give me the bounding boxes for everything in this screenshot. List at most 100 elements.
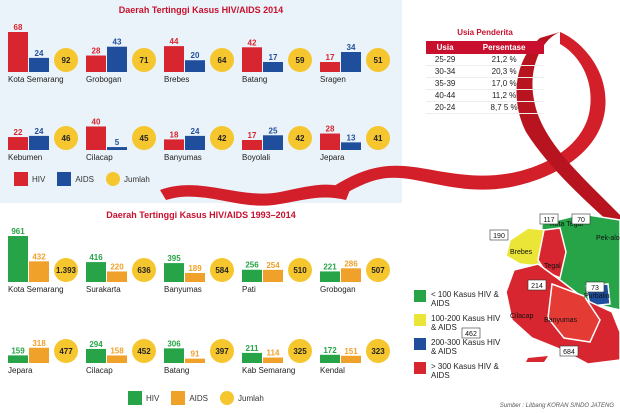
central-java-map: Brebes Tegal Kota Tegal Cilacap Banyumas Purb… [461, 213, 620, 365]
map-count-value: 117 [543, 217, 554, 224]
total-circle [54, 258, 78, 282]
bar-aids [29, 261, 49, 282]
bar-value-label: 13 [347, 133, 356, 142]
map-legend-label: 100-200 Kasus HIV & AIDS [431, 314, 501, 332]
age-range: 30-34 [426, 65, 465, 78]
age-row: 25-29 21,2 % [426, 54, 544, 66]
bar-value-label: 172 [323, 346, 337, 355]
map-region-label: Cilacap [510, 313, 533, 320]
legend-label-jumlah: Jumlah [238, 393, 264, 403]
age-table-header: Usia Persentase [426, 41, 544, 54]
age-row: 20-24 8,7 5 % [426, 101, 544, 114]
region-label: Batang [164, 366, 189, 375]
total-value-label: 59 [296, 56, 305, 65]
bar-value-label: 42 [248, 38, 257, 47]
total-circle [54, 48, 78, 72]
bar-hiv [8, 137, 28, 150]
region-label: Kendal [320, 366, 345, 375]
total-circle [210, 48, 234, 72]
legend-2014: HIV AIDS Jumlah [14, 172, 162, 186]
age-percentage: 17,0 % [464, 77, 544, 90]
legend-swatch-hiv [14, 172, 28, 186]
map-region-label: Purbalin [584, 293, 610, 300]
bar-value-label: 18 [170, 130, 179, 139]
bar-hiv [164, 139, 184, 150]
bar-hiv [164, 46, 184, 72]
region-label: Kebumen [8, 153, 42, 162]
age-range: 35-39 [426, 77, 465, 90]
total-value-label: 1.393 [56, 266, 77, 275]
map-count-badge [527, 279, 547, 291]
age-range: 40-44 [426, 89, 465, 102]
map-count-badge [585, 281, 605, 293]
region-label: Surakarta [86, 285, 121, 294]
bar-hiv [320, 133, 340, 150]
total-circle [288, 126, 312, 150]
map-region-banyumas [547, 282, 601, 343]
age-table-title: Usia Penderita [457, 28, 513, 37]
bar-hiv [86, 348, 106, 363]
map-count-value: 462 [465, 331, 477, 338]
map-region-label: Pek-alon [596, 235, 620, 242]
bar-value-label: 24 [191, 127, 200, 136]
bar-aids [341, 268, 361, 282]
map-region-label: Tegal [544, 263, 561, 270]
bar-value-label: 17 [269, 53, 278, 62]
bar-value-label: 22 [14, 128, 23, 137]
age-row: 35-39 17,0 % [426, 77, 544, 90]
legend-item-hiv: HIV [128, 391, 159, 405]
age-row: 30-34 20,3 % [426, 65, 544, 78]
total-value-label: 452 [137, 347, 151, 356]
bar-value-label: 221 [323, 262, 337, 271]
total-value-label: 41 [374, 134, 383, 143]
source-credit: Sumber : Litbang KORAN SINDO JATENG [499, 403, 614, 409]
map-legend-label: 200-300 Kasus HIV & AIDS [431, 338, 501, 356]
total-value-label: 477 [59, 347, 73, 356]
total-circle [210, 258, 234, 282]
legend-swatch-hiv [128, 391, 142, 405]
age-row: 40-44 11,2 % [426, 89, 544, 102]
bar-value-label: 43 [113, 38, 122, 47]
bar-value-label: 17 [326, 53, 335, 62]
bar-aids [263, 269, 283, 282]
map-count-value: 70 [577, 217, 585, 224]
map-legend-item: > 300 Kasus HIV & AIDS [414, 362, 501, 380]
bar-hiv [164, 348, 184, 363]
bar-aids [263, 357, 283, 363]
total-circle [288, 339, 312, 363]
bar-value-label: 306 [167, 339, 181, 348]
map-legend-swatch [414, 290, 426, 302]
region-label: Jepara [320, 153, 345, 162]
legend-1993-2014: HIV AIDS Jumlah [128, 391, 276, 405]
region-label: Sragen [320, 75, 346, 84]
region-label: Cilacap [86, 153, 113, 162]
map-island [526, 356, 548, 362]
total-value-label: 64 [218, 56, 227, 65]
bar-value-label: 211 [246, 344, 259, 353]
total-value-label: 92 [62, 56, 71, 65]
legend-swatch-jumlah [106, 172, 121, 186]
chart-panel-2014: Daerah Tertinggi Kasus HIV/AIDS 2014 68 2… [0, 0, 402, 203]
bar-value-label: 34 [347, 43, 356, 52]
bar-aids [185, 135, 205, 150]
bar-value-label: 25 [269, 126, 278, 135]
total-circle [288, 48, 312, 72]
bar-value-label: 416 [89, 253, 103, 262]
bar-chart-1993-2014: 961 432 1.393 Kota Semarang 416 220 636 Surakar… [8, 227, 390, 375]
bar-hiv [8, 355, 28, 363]
region-label: Banyumas [164, 285, 202, 294]
bar-aids [341, 355, 361, 363]
map-legend-swatch [414, 362, 426, 374]
legend-swatch-jumlah [220, 391, 235, 405]
bar-value-label: 5 [115, 138, 120, 147]
age-table-grid: Usia Persentase 25-29 21,2 % 30-34 20,3 % 35… [426, 41, 544, 114]
legend-label-hiv: HIV [32, 174, 46, 184]
bar-aids [263, 62, 283, 72]
bar-value-label: 24 [35, 127, 44, 136]
bar-hiv [242, 47, 262, 72]
bar-hiv [320, 354, 340, 363]
bar-value-label: 158 [110, 346, 124, 355]
map-region-label: Banyumas [544, 317, 578, 324]
bar-hiv [242, 140, 262, 150]
bar-aids [341, 142, 361, 150]
